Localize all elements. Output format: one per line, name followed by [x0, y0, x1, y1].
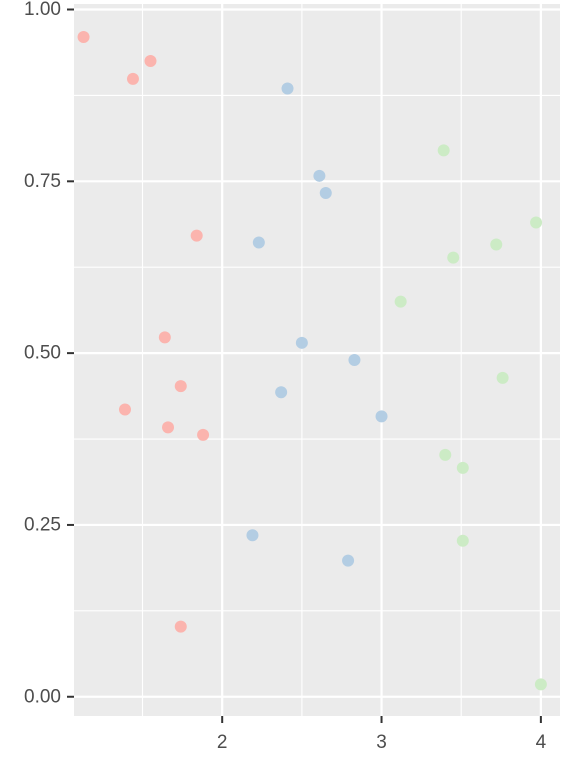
data-point-series-2: [313, 169, 326, 182]
data-point-series-1: [118, 403, 131, 416]
y-tick-label: 1.00: [24, 0, 61, 20]
y-axis: 0.00 0.25 0.50 0.75 1.00: [24, 0, 74, 707]
x-tick-label: 4: [536, 732, 547, 753]
y-tick-label: 0.50: [24, 343, 61, 364]
data-point-series-3: [534, 678, 547, 691]
data-point-series-3: [456, 461, 469, 474]
y-tick-label: 0.75: [24, 171, 61, 192]
data-point-series-1: [77, 30, 90, 43]
data-point-series-3: [490, 238, 503, 251]
data-point-series-1: [197, 428, 210, 441]
data-point-series-1: [144, 55, 157, 68]
data-point-series-2: [252, 236, 265, 249]
y-tick-label: 0.00: [24, 686, 61, 707]
data-point-series-2: [246, 529, 259, 542]
data-point-series-1: [158, 331, 171, 344]
minor-gridlines: [74, 4, 560, 716]
data-point-series-3: [437, 144, 450, 157]
data-point-series-3: [439, 448, 452, 461]
data-point-series-3: [447, 251, 460, 264]
data-point-series-3: [456, 534, 469, 547]
data-point-series-1: [190, 229, 203, 242]
data-point-series-3: [496, 371, 509, 384]
data-point-series-3: [530, 216, 543, 229]
x-tick-label: 2: [217, 732, 228, 753]
data-point-series-1: [126, 72, 139, 85]
data-point-series-1: [162, 421, 175, 434]
data-point-series-1: [174, 620, 187, 633]
plot-panel: [74, 4, 560, 716]
data-point-series-2: [275, 386, 288, 399]
y-tick-label: 0.25: [24, 514, 61, 535]
x-tick-label: 3: [376, 732, 387, 753]
data-point-series-2: [342, 554, 355, 567]
data-point-series-3: [394, 295, 407, 308]
data-point-series-2: [348, 354, 361, 366]
data-points: [77, 30, 547, 691]
data-point-series-2: [281, 82, 294, 95]
data-point-series-2: [295, 336, 308, 349]
x-axis: 2 3 4: [217, 716, 547, 753]
data-point-series-2: [375, 410, 388, 423]
data-point-series-2: [319, 186, 332, 199]
data-point-series-1: [174, 380, 187, 393]
